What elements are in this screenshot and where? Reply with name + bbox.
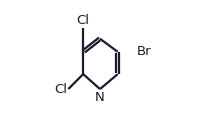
Text: Cl: Cl	[54, 83, 67, 96]
Text: N: N	[95, 91, 105, 104]
Text: Cl: Cl	[77, 14, 90, 27]
Text: Br: Br	[136, 45, 151, 58]
